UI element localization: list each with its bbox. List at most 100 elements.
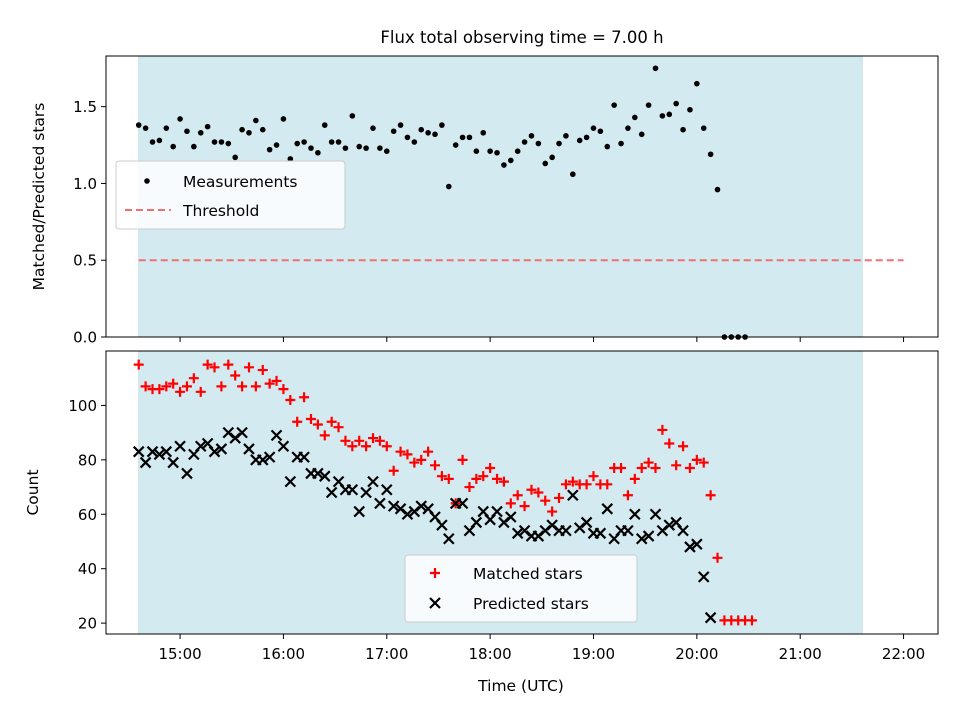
- data-point: [181, 381, 192, 392]
- data-point: [349, 113, 356, 119]
- legend-label-measurements: Measurements: [183, 173, 298, 191]
- legend-top: Measurements Threshold: [115, 160, 346, 230]
- x-tick-label: 16:00: [262, 645, 305, 663]
- data-point: [594, 527, 607, 540]
- legend-label-matched: Matched stars: [473, 565, 583, 583]
- data-point: [432, 131, 438, 138]
- data-point: [671, 460, 682, 471]
- axes-frame: [105, 350, 939, 635]
- data-point: [649, 508, 662, 521]
- data-point: [512, 490, 523, 501]
- data-point: [301, 139, 307, 145]
- data-point: [153, 448, 166, 461]
- data-point: [694, 80, 700, 87]
- data-point: [215, 443, 228, 455]
- data-point: [243, 443, 255, 455]
- data-point: [163, 125, 170, 131]
- data-point: [471, 473, 482, 484]
- data-point: [583, 134, 590, 141]
- data-point: [367, 433, 378, 444]
- data-point: [498, 476, 509, 487]
- data-point: [576, 137, 583, 144]
- data-point: [299, 392, 310, 403]
- data-point: [218, 139, 225, 145]
- series-matched-stars: [133, 359, 757, 626]
- data-point: [714, 186, 721, 193]
- data-point: [184, 128, 190, 135]
- y-tick-label: 0.5: [73, 252, 97, 270]
- data-point: [570, 171, 576, 178]
- data-point: [629, 508, 641, 521]
- data-point: [492, 473, 503, 484]
- data-point: [263, 451, 276, 463]
- x-tick-label: 19:00: [572, 645, 615, 663]
- data-point: [697, 571, 710, 583]
- data-point: [560, 524, 572, 537]
- data-point: [230, 370, 241, 381]
- data-point: [664, 438, 675, 449]
- legend-bottom: Matched stars Predicted stars: [404, 554, 638, 623]
- data-point: [491, 505, 503, 518]
- data-point: [259, 126, 266, 133]
- data-point: [390, 128, 397, 135]
- bottom-panel-counts: 20 40 60 80 100 15:00 16:00 17:00 18:00 19:00 20:0…: [24, 350, 939, 695]
- data-point: [638, 131, 645, 138]
- data-point: [712, 552, 723, 563]
- data-point: [315, 149, 321, 156]
- x-tick-label: 21:00: [779, 645, 822, 663]
- data-point: [611, 102, 617, 108]
- data-point: [680, 126, 686, 133]
- data-point: [271, 375, 282, 386]
- y-tick-label: 80: [78, 451, 97, 469]
- data-point: [514, 148, 521, 155]
- y-tick-label: 40: [78, 560, 97, 578]
- legend-label-threshold: Threshold: [182, 202, 259, 220]
- data-point: [635, 532, 648, 545]
- legend-box: [115, 160, 346, 230]
- data-point: [659, 113, 666, 119]
- data-point: [663, 519, 676, 531]
- data-point: [216, 381, 227, 392]
- axes-frame: [105, 55, 939, 338]
- data-point: [181, 467, 193, 480]
- data-point: [549, 154, 555, 161]
- data-point: [645, 102, 652, 108]
- data-point: [356, 143, 363, 150]
- data-point: [236, 426, 248, 439]
- x-tick-label: 15:00: [158, 645, 201, 663]
- data-point: [342, 145, 349, 151]
- data-point: [430, 460, 441, 471]
- data-point: [457, 454, 468, 465]
- y-tick-label: 100: [68, 397, 97, 415]
- data-point: [177, 116, 183, 122]
- data-point: [418, 126, 425, 133]
- y-tick-label: 20: [78, 615, 97, 633]
- data-point: [704, 611, 717, 624]
- data-point: [232, 154, 238, 161]
- data-point: [287, 156, 294, 162]
- data-point: [505, 511, 517, 523]
- data-point: [705, 490, 716, 501]
- data-point: [363, 145, 369, 151]
- data-point: [305, 414, 316, 425]
- data-point: [175, 386, 186, 397]
- data-point: [146, 445, 159, 458]
- data-point: [256, 454, 269, 466]
- x-tick-label: 20:00: [675, 645, 718, 663]
- data-point: [487, 148, 493, 155]
- data-point: [556, 140, 562, 147]
- data-point: [285, 394, 296, 405]
- data-point: [308, 145, 314, 151]
- data-point: [346, 484, 359, 496]
- legend-box: [404, 554, 638, 623]
- data-point: [622, 490, 633, 501]
- data-point: [132, 445, 145, 458]
- data-point: [135, 122, 142, 128]
- data-point: [691, 454, 702, 465]
- data-point: [625, 125, 631, 131]
- data-point: [560, 479, 571, 490]
- data-point: [223, 359, 234, 370]
- data-point: [511, 527, 524, 540]
- data-point: [257, 365, 268, 376]
